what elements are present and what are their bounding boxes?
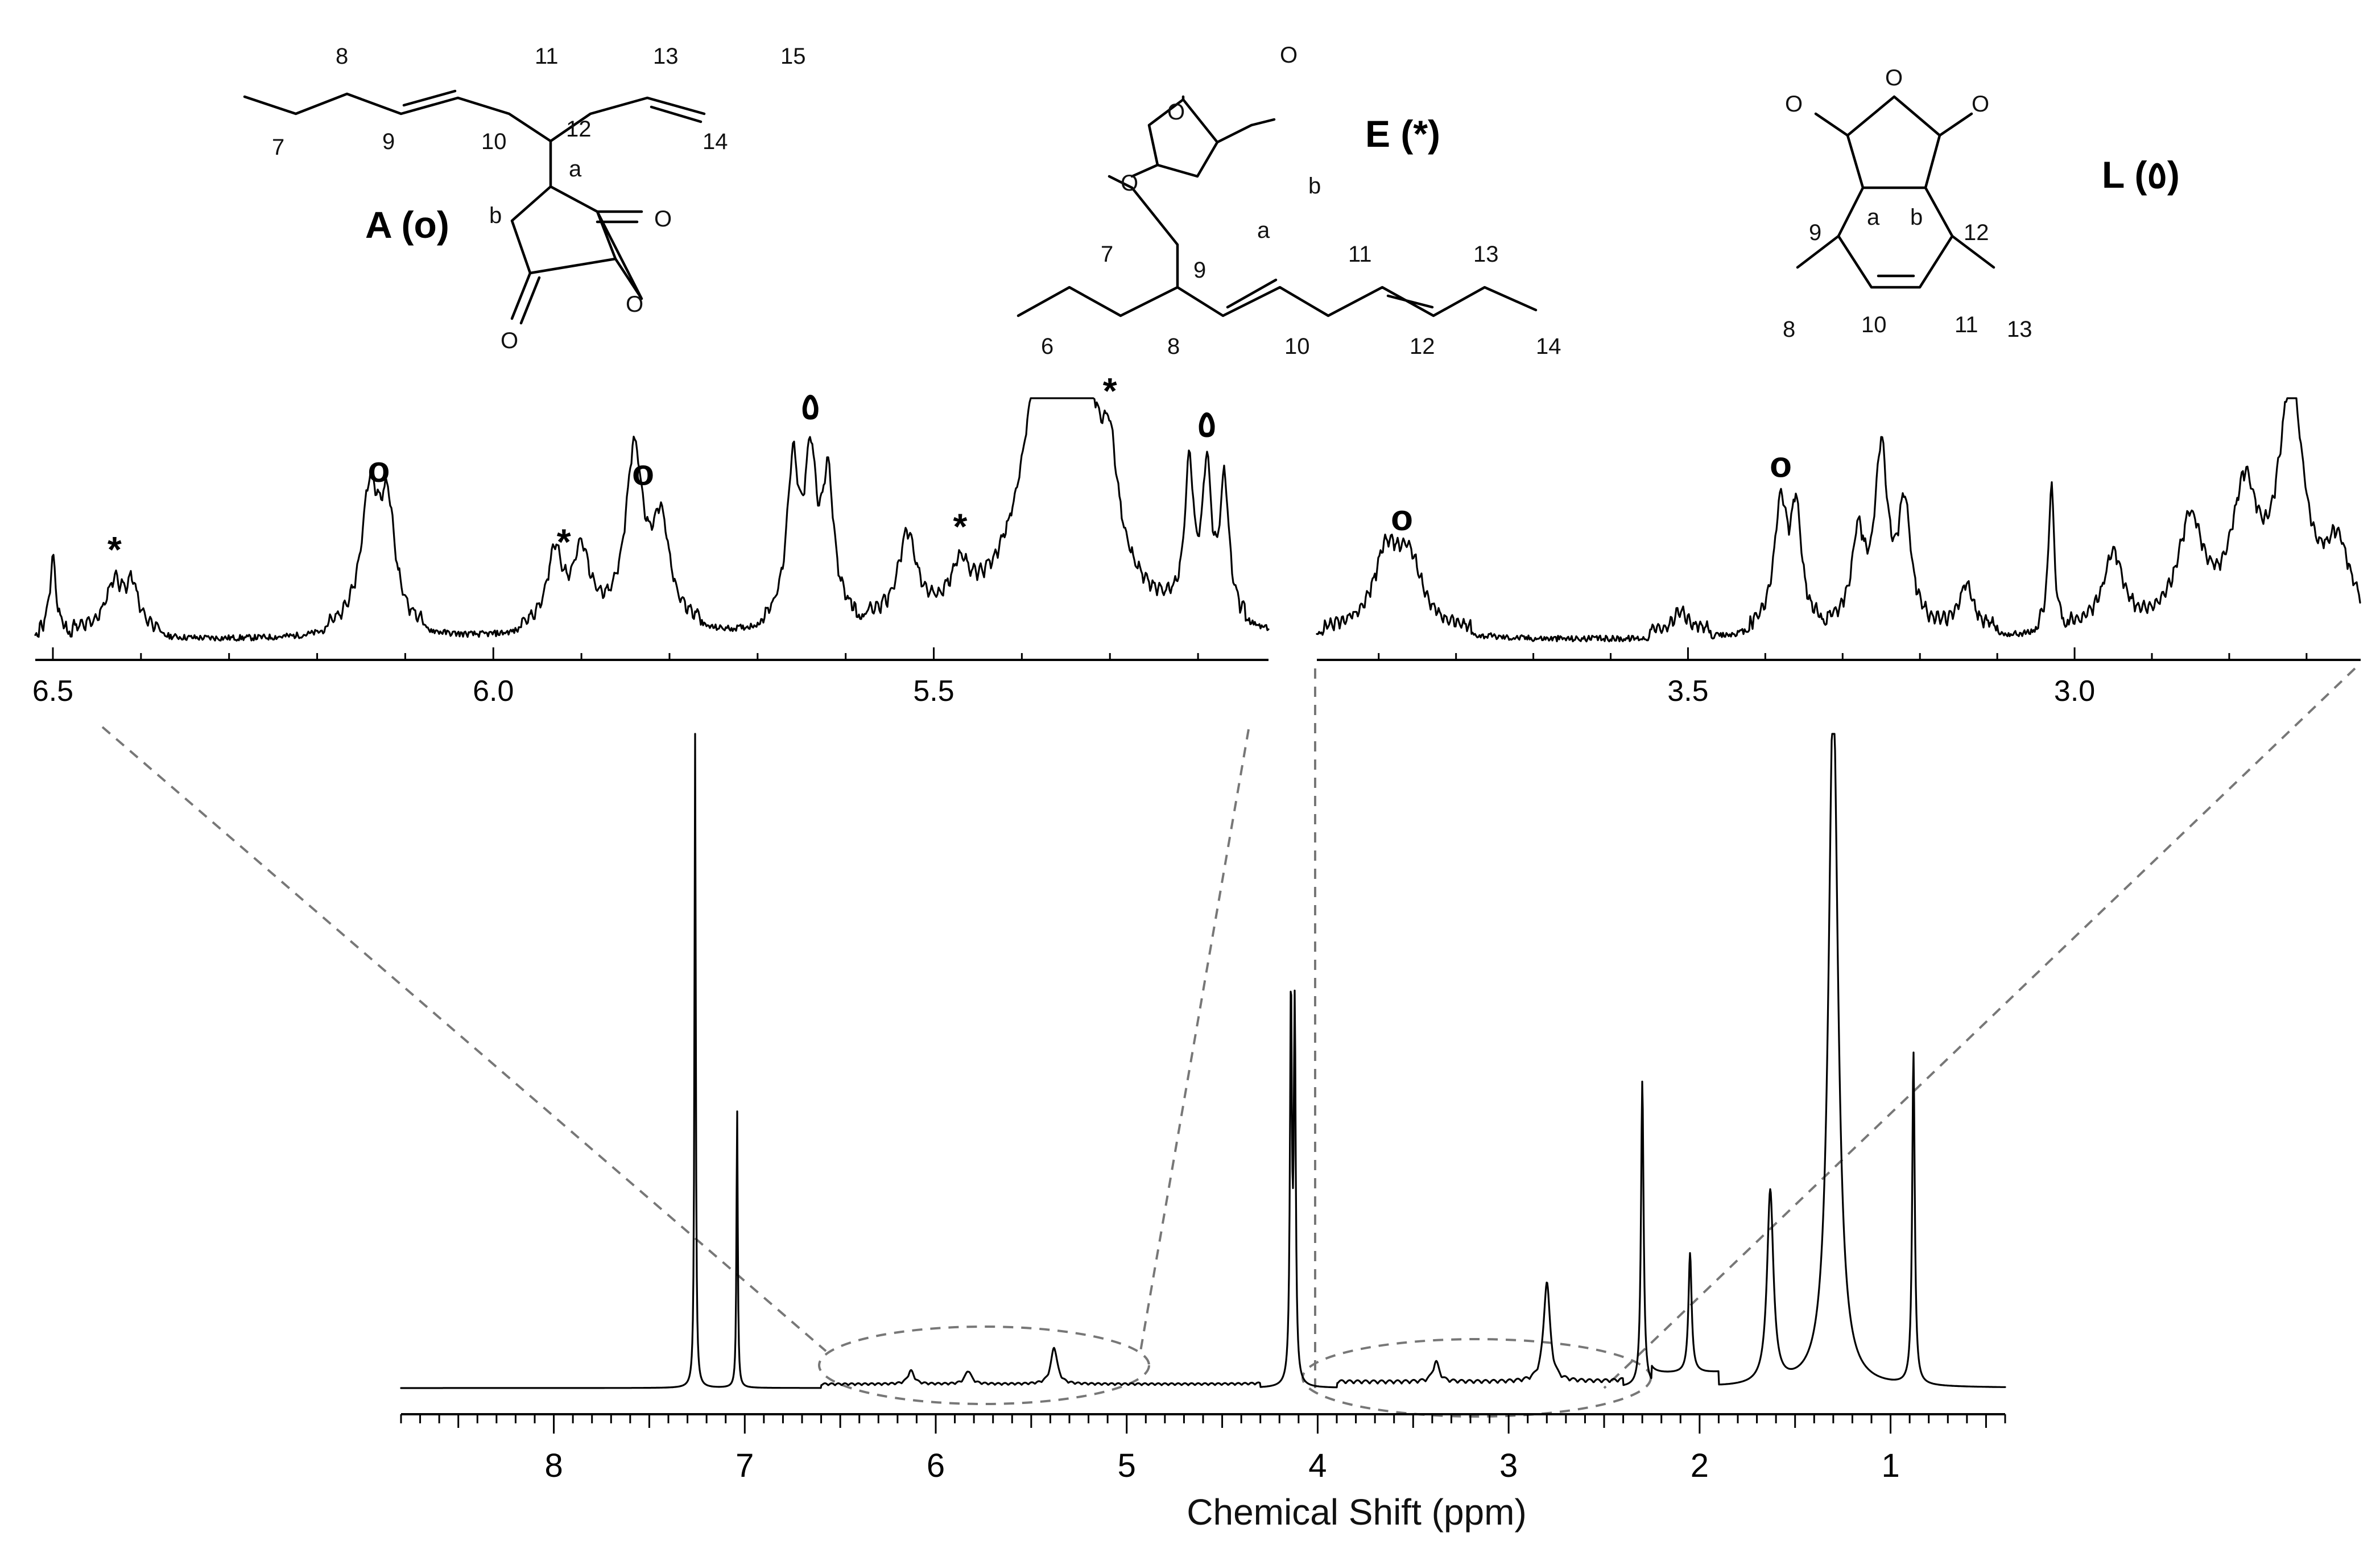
label-e-6: 6: [1041, 334, 1053, 359]
label-e-8: 8: [1167, 334, 1180, 359]
peak-marker: *: [557, 522, 571, 563]
structure-l-name: L (٥): [2102, 154, 2180, 196]
inset_right-tick-label: 3.5: [1667, 675, 1708, 708]
label-a-13: 13: [653, 44, 679, 69]
ellipse-region-left: [818, 1325, 1150, 1405]
label-e-14: 14: [1536, 334, 1561, 359]
x-axis-label: Chemical Shift (ppm): [1187, 1492, 1527, 1533]
label-e-11: 11: [1348, 242, 1372, 267]
inset-left-plot: 6.5 6.0 5.5 * o * o ٥ * * ٥: [32, 370, 1270, 708]
peak-marker: o: [1770, 444, 1792, 485]
guide-left-2: [1139, 729, 1250, 1352]
oxygen-a-carbonyl-2: O: [501, 328, 518, 353]
peak-marker: ٥: [1197, 403, 1216, 444]
label-a-9: 9: [382, 129, 395, 154]
label-a-8: 8: [336, 44, 348, 69]
oxygen-a-carbonyl-1: O: [654, 207, 672, 232]
label-l-9: 9: [1809, 220, 1821, 245]
label-e-b: b: [1308, 174, 1321, 199]
label-a-10: 10: [481, 129, 507, 154]
structure-e-name: E (*): [1365, 113, 1440, 155]
inset-right-trace: [1316, 397, 2361, 643]
label-a-15: 15: [780, 44, 806, 69]
structure-a-name: A (o): [365, 204, 449, 246]
oxygen-e-carbonyl-1: O: [1121, 171, 1138, 196]
label-e-7: 7: [1101, 242, 1113, 267]
peak-marker: *: [108, 529, 122, 570]
main-tick-label: 2: [1691, 1447, 1709, 1484]
label-a-b: b: [489, 203, 502, 228]
main-tick-label: 8: [544, 1447, 563, 1484]
label-l-12: 12: [1964, 220, 1989, 245]
structure-a: O O O 8 11 13 15 7 9 10 12 14 a b A (o): [243, 44, 806, 353]
main-spectrum: 8 7 6 5 4 3 2 1 Chemical Shift (ppm): [400, 733, 2006, 1533]
label-l-b: b: [1910, 205, 1923, 230]
label-e-10: 10: [1284, 334, 1310, 359]
structure-l: O O O a b 9 12 8 10 11 13 L (٥): [1783, 65, 2180, 342]
label-a-a: a: [569, 156, 582, 181]
zoom-guides: [101, 667, 2356, 1418]
main-tick-label: 1: [1881, 1447, 1899, 1484]
label-a-7: 7: [272, 135, 284, 160]
inset_left-tick-label: 6.5: [32, 675, 73, 708]
ellipse-region-right: [1301, 1338, 1652, 1418]
structure-e: O O O b a 7 9 11 13 6 8 10 12 14 E (*): [1017, 43, 1561, 359]
oxygen-l-ring: O: [1885, 65, 1903, 90]
oxygen-a-ring: O: [626, 292, 643, 317]
oxygen-e-carbonyl-2: O: [1280, 43, 1298, 68]
main-trace: [400, 733, 2006, 1389]
peak-marker: *: [953, 506, 968, 547]
peak-marker: *: [1103, 370, 1117, 411]
label-a-14: 14: [703, 129, 728, 154]
inset-right-plot: 3.5 3.0 o o: [1316, 397, 2361, 708]
label-a-12: 12: [566, 117, 592, 142]
peak-marker: o: [367, 449, 390, 490]
inset_right-tick-label: 3.0: [2054, 675, 2095, 708]
oxygen-l-carbonyl-1: O: [1785, 92, 1803, 117]
peak-marker: o: [632, 452, 654, 493]
label-e-9: 9: [1193, 258, 1206, 283]
inset_left-tick-label: 5.5: [913, 675, 954, 708]
label-l-8: 8: [1783, 317, 1795, 342]
label-l-10: 10: [1861, 312, 1887, 337]
peak-marker: ٥: [801, 386, 820, 427]
main-tick-label: 3: [1499, 1447, 1518, 1484]
main-tick-label: 6: [927, 1447, 945, 1484]
inset-left-trace: [34, 397, 1270, 642]
oxygen-e-ring: O: [1167, 100, 1185, 125]
guide-left-1: [101, 726, 827, 1352]
label-e-12: 12: [1410, 334, 1435, 359]
label-e-13: 13: [1473, 242, 1499, 267]
peak-marker: o: [1391, 497, 1413, 538]
main-tick-label: 5: [1118, 1447, 1136, 1484]
main-tick-label: 7: [736, 1447, 754, 1484]
guide-right-2: [1603, 667, 2356, 1389]
label-e-a: a: [1257, 218, 1270, 243]
inset_left-tick-label: 6.0: [473, 675, 514, 708]
label-a-11: 11: [535, 44, 559, 69]
label-l-11: 11: [1955, 312, 1978, 337]
label-l-a: a: [1867, 205, 1880, 230]
oxygen-l-carbonyl-2: O: [1972, 92, 1989, 117]
label-l-13: 13: [2007, 317, 2032, 342]
main-tick-label: 4: [1308, 1447, 1327, 1484]
